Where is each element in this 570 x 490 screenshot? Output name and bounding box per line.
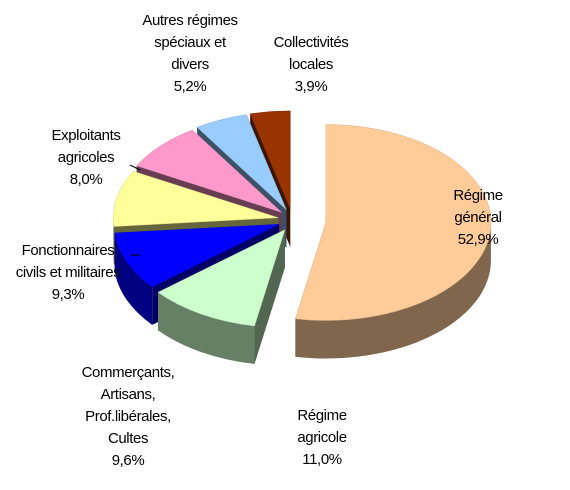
- category-label: Fonctionnaires civils et militaires: [15, 242, 121, 281]
- category-label: Régime général: [453, 187, 503, 226]
- slice: [295, 124, 492, 359]
- slice-label: Autres régimes spéciaux et divers 5,2%: [135, 10, 245, 98]
- category-label: Régime agricole: [297, 407, 347, 446]
- slice-label: Exploitants agricoles 8,0%: [31, 125, 141, 191]
- slice-label: Régime agricole 11,0%: [277, 405, 367, 471]
- slice-label: Régime général 52,9%: [433, 185, 523, 251]
- value-label: 9,3%: [51, 286, 85, 303]
- slice-top: [295, 124, 492, 321]
- slice-side: [114, 233, 153, 325]
- slice-side: [158, 292, 255, 364]
- slice-label: Collectivités locales 3,9%: [256, 32, 366, 98]
- slice-label: Fonctionnaires civils et militaires 9,3%: [13, 240, 123, 306]
- leader-line: [129, 164, 141, 171]
- value-label: 5,2%: [173, 78, 207, 95]
- slice-top: [196, 114, 287, 210]
- slice-top: [136, 129, 282, 213]
- slice-top: [157, 229, 286, 327]
- slice-top: [249, 110, 291, 209]
- category-label: Collectivités locales: [273, 34, 349, 73]
- slice-top: [113, 170, 279, 227]
- value-label: 11,0%: [302, 451, 342, 468]
- value-label: 8,0%: [69, 171, 103, 188]
- category-label: Exploitants agricoles: [51, 127, 121, 166]
- slice: [157, 229, 286, 364]
- slice-side: [295, 222, 491, 359]
- slice-top: [114, 224, 280, 288]
- value-label: 52,9%: [457, 231, 499, 248]
- slice-side: [113, 217, 114, 265]
- slice-label: Commerçants, Artisans, Prof.libérales, C…: [73, 362, 183, 472]
- value-label: 9,6%: [111, 452, 145, 469]
- value-label: 3,9%: [294, 78, 328, 95]
- category-label: Commerçants, Artisans, Prof.libérales, C…: [81, 364, 175, 447]
- category-label: Autres régimes spéciaux et divers: [142, 12, 238, 73]
